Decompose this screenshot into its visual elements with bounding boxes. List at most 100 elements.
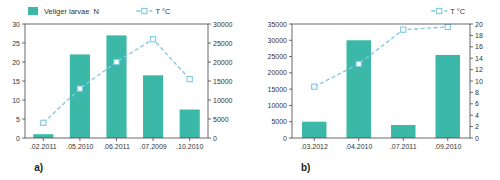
bar [143,75,163,138]
tick [22,43,25,44]
legend-swatch [142,8,147,13]
tick [22,24,25,25]
line [43,39,189,123]
tick-label: 4 [475,112,479,119]
tick-label: 25000 [213,40,233,47]
tick-label: 18 [475,32,483,39]
tick-label: 0 [16,135,20,142]
tick [289,56,292,57]
tick-label: .05.2010 [66,143,93,150]
marker [187,77,192,82]
bar [70,54,90,138]
tick [289,40,292,41]
bar [180,110,200,139]
tick [289,72,292,73]
tick [79,138,80,141]
tick [22,119,25,120]
legend: Veliger larvae N T °C [28,7,171,16]
tick-label: 15 [12,78,20,85]
plot-area [33,35,200,138]
tick-label: 10 [12,97,20,104]
tick-label: 20000 [268,69,288,76]
legend-swatch [28,7,38,15]
tick-label: 25 [12,40,20,47]
tick-label: 5000 [271,118,287,125]
tick-label: .04.2010 [345,143,372,150]
tick [447,138,448,141]
tick [208,24,211,25]
bar [436,55,460,138]
tick [208,100,211,101]
tick [470,103,473,104]
tick-label: 10000 [213,97,233,104]
tick-label: 5 [16,116,20,123]
tick [470,126,473,127]
tick [208,62,211,63]
tick [289,121,292,122]
tick-label: 14 [475,55,483,62]
tick-label: 25000 [268,53,288,60]
tick [43,138,44,141]
tick [403,138,404,141]
tick [208,119,211,120]
tick-label: .02.2011 [30,143,57,150]
tick [470,35,473,36]
marker [41,120,46,125]
tick-label: .09.2010 [434,143,461,150]
tick [314,138,315,141]
bar [391,125,415,138]
plot-area [302,24,460,138]
tick [358,138,359,141]
tick-label: .06.2011 [103,143,130,150]
marker [401,27,406,32]
tick-label: .03.2012 [301,143,328,150]
tick-label: 20000 [213,59,233,66]
legend-label: T °C [450,7,466,16]
marker [312,84,317,89]
tick [22,100,25,101]
tick-label: .07.2011 [390,143,417,150]
marker [114,59,119,64]
tick [470,46,473,47]
tick [22,62,25,63]
panel-label: b) [301,162,310,173]
tick [208,138,211,139]
marker [445,24,450,29]
panel: 0510152025300500010000150002000025000300… [12,7,232,174]
tick [22,138,25,139]
legend-label: Veliger larvae N [44,7,99,16]
panel-label: a) [34,162,43,173]
tick-label: 6 [475,100,479,107]
legend-swatch [437,8,442,13]
marker [151,37,156,42]
tick [153,138,154,141]
tick-label: 30000 [268,37,288,44]
tick-label: .07.2009 [139,143,166,150]
tick-label: 35000 [268,21,288,28]
bar [106,35,126,138]
tick-label: 0 [283,135,287,142]
tick [289,138,292,139]
tick [22,81,25,82]
tick-label: 15000 [268,86,288,93]
line [314,27,448,87]
tick-label: 10000 [268,102,288,109]
tick-label: .10.2010 [176,143,203,150]
tick-label: 16 [475,43,483,50]
tick-label: 15000 [213,78,233,85]
frame [25,24,208,138]
tick-label: 2 [475,123,479,130]
bar [347,40,371,138]
tick [470,138,473,139]
tick [470,69,473,70]
tick [289,24,292,25]
marker [77,86,82,91]
tick-label: 5000 [213,116,229,123]
tick-label: 0 [475,135,479,142]
figure: 0510152025300500010000150002000025000300… [0,0,500,180]
tick [470,24,473,25]
legend-label: T °C [155,7,171,16]
bar [33,134,53,138]
tick [470,81,473,82]
tick [189,138,190,141]
